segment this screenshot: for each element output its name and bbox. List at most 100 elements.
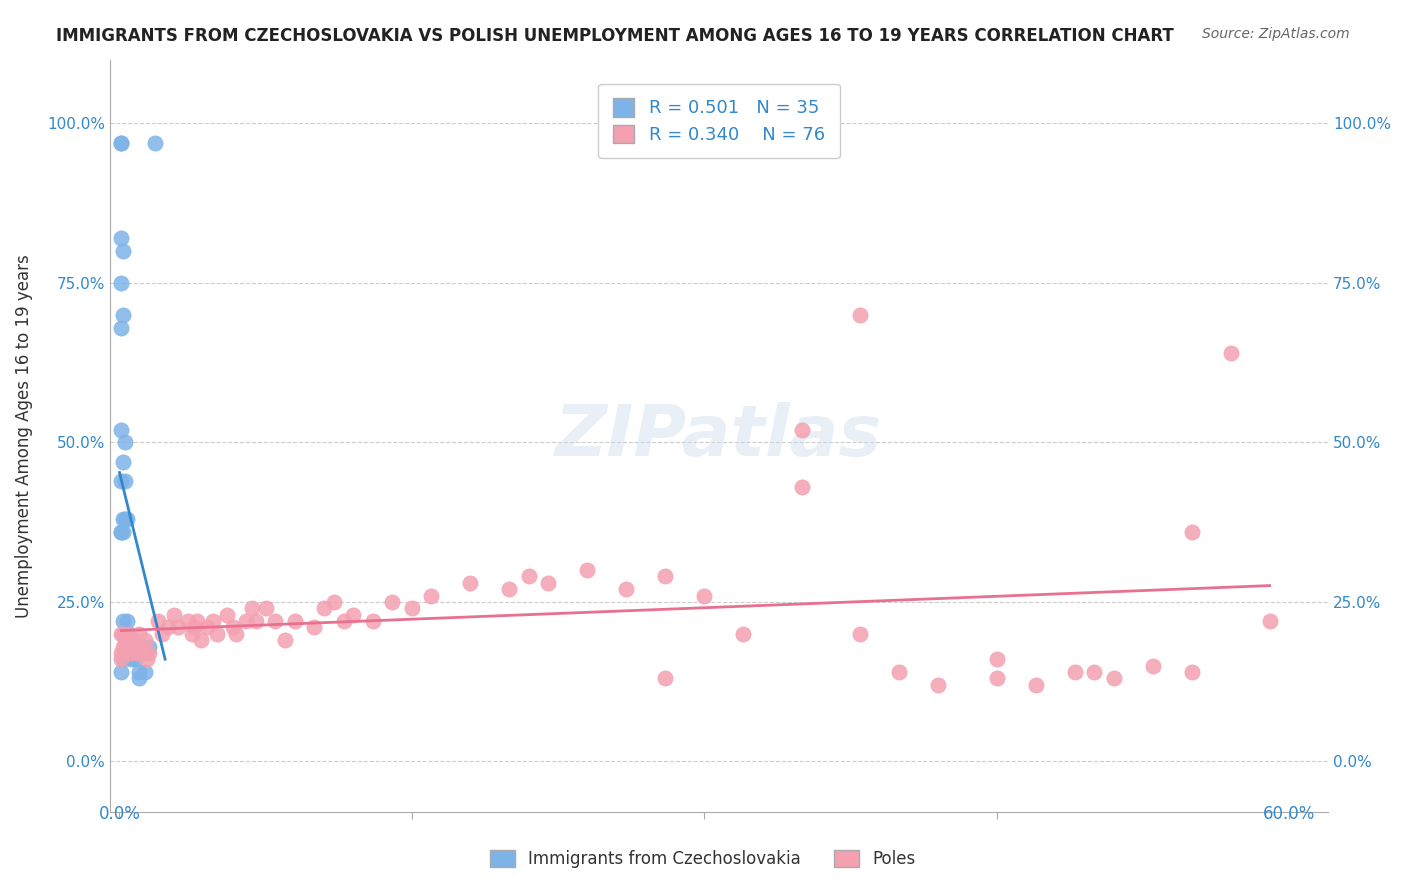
Point — [120, 646, 142, 660]
Point — [254, 601, 277, 615]
Point — [460, 575, 482, 590]
Point — [112, 244, 135, 258]
Point — [128, 672, 150, 686]
Point — [124, 652, 146, 666]
Text: 60.0%: 60.0% — [1263, 805, 1316, 822]
Point — [1063, 665, 1085, 679]
Point — [112, 524, 135, 539]
Legend: Immigrants from Czechoslovakia, Poles: Immigrants from Czechoslovakia, Poles — [484, 843, 922, 875]
Point — [112, 512, 135, 526]
Point — [498, 582, 520, 596]
Point — [110, 423, 132, 437]
Point — [420, 589, 443, 603]
Point — [122, 633, 145, 648]
Point — [110, 136, 132, 150]
Point — [401, 601, 423, 615]
Point — [304, 620, 326, 634]
Point — [114, 512, 136, 526]
Point — [186, 614, 208, 628]
Point — [1181, 524, 1204, 539]
Point — [1102, 672, 1125, 686]
Text: 0.0%: 0.0% — [98, 805, 141, 822]
Point — [654, 672, 676, 686]
Point — [180, 627, 202, 641]
Point — [332, 614, 354, 628]
Point — [110, 276, 132, 290]
Point — [654, 569, 676, 583]
Point — [114, 627, 136, 641]
Point — [221, 620, 243, 634]
Point — [1219, 346, 1241, 360]
Point — [110, 524, 132, 539]
Text: IMMIGRANTS FROM CZECHOSLOVAKIA VS POLISH UNEMPLOYMENT AMONG AGES 16 TO 19 YEARS : IMMIGRANTS FROM CZECHOSLOVAKIA VS POLISH… — [56, 27, 1174, 45]
Point — [157, 620, 180, 634]
Point — [110, 665, 132, 679]
Point — [129, 640, 152, 654]
Point — [114, 633, 136, 648]
Point — [148, 614, 170, 628]
Point — [215, 607, 238, 622]
Point — [381, 595, 404, 609]
Point — [849, 627, 872, 641]
Text: ZIPatlas: ZIPatlas — [555, 401, 883, 471]
Point — [134, 633, 156, 648]
Point — [986, 652, 1008, 666]
Point — [284, 614, 307, 628]
Point — [117, 627, 139, 641]
Point — [205, 627, 228, 641]
Point — [1083, 665, 1105, 679]
Point — [110, 524, 132, 539]
Point — [245, 614, 267, 628]
Point — [110, 646, 132, 660]
Point — [124, 640, 146, 654]
Point — [733, 627, 755, 641]
Point — [167, 620, 190, 634]
Point — [202, 614, 225, 628]
Point — [790, 423, 813, 437]
Point — [110, 136, 132, 150]
Point — [114, 640, 136, 654]
Point — [117, 640, 139, 654]
Point — [118, 627, 141, 641]
Point — [240, 601, 263, 615]
Point — [235, 614, 257, 628]
Point — [274, 633, 297, 648]
Point — [225, 627, 247, 641]
Point — [693, 589, 716, 603]
Point — [517, 569, 540, 583]
Point — [342, 607, 364, 622]
Text: Source: ZipAtlas.com: Source: ZipAtlas.com — [1202, 27, 1350, 41]
Point — [110, 231, 132, 245]
Point — [190, 633, 212, 648]
Point — [112, 614, 135, 628]
Point — [112, 640, 135, 654]
Point — [110, 474, 132, 488]
Point — [1025, 678, 1047, 692]
Point — [112, 652, 135, 666]
Point — [110, 652, 132, 666]
Point — [177, 614, 200, 628]
Point — [323, 595, 346, 609]
Point — [117, 512, 139, 526]
Point — [1142, 658, 1164, 673]
Point — [614, 582, 637, 596]
Point — [135, 652, 157, 666]
Legend: R = 0.501   N = 35, R = 0.340    N = 76: R = 0.501 N = 35, R = 0.340 N = 76 — [599, 84, 839, 159]
Point — [118, 640, 141, 654]
Point — [1181, 665, 1204, 679]
Point — [138, 646, 160, 660]
Point — [163, 607, 186, 622]
Point — [314, 601, 336, 615]
Point — [576, 563, 599, 577]
Point — [927, 678, 949, 692]
Point — [986, 672, 1008, 686]
Point — [125, 646, 148, 660]
Point — [110, 320, 132, 334]
Point — [195, 620, 218, 634]
Point — [150, 627, 173, 641]
Point — [118, 627, 141, 641]
Point — [134, 665, 156, 679]
Point — [143, 136, 166, 150]
Point — [183, 620, 205, 634]
Point — [128, 665, 150, 679]
